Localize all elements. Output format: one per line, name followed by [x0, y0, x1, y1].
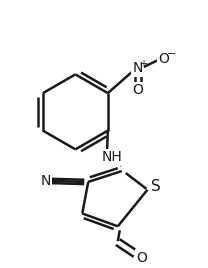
- Text: O: O: [132, 83, 143, 97]
- Text: N: N: [132, 61, 143, 76]
- Text: −: −: [166, 49, 176, 59]
- Text: O: O: [136, 251, 147, 265]
- Text: S: S: [151, 179, 161, 194]
- Text: N: N: [41, 174, 51, 188]
- Text: NH: NH: [102, 150, 122, 164]
- Text: O: O: [159, 52, 170, 66]
- Text: +: +: [139, 58, 147, 69]
